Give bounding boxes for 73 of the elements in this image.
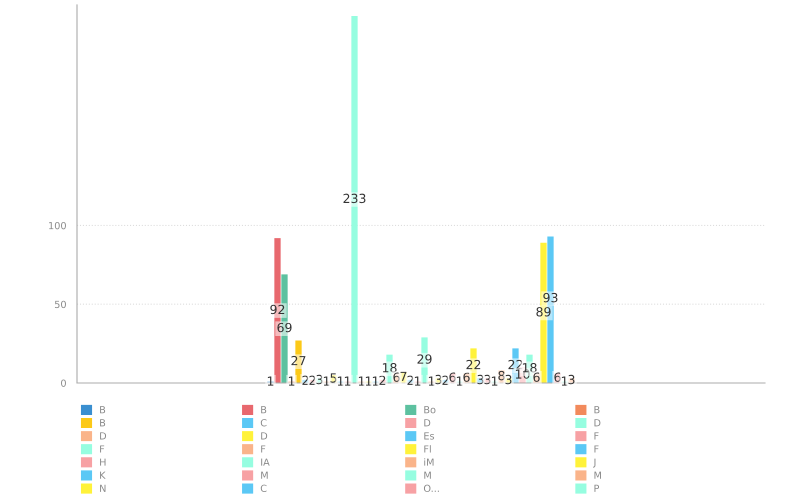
- data-label: 18: [382, 362, 397, 372]
- legend-label: D: [424, 419, 430, 426]
- data-label: 6: [463, 372, 470, 382]
- legend-label: D: [100, 432, 106, 440]
- data-label: 1: [562, 376, 568, 386]
- data-label: 29: [417, 354, 432, 364]
- legend-label: B: [594, 406, 600, 414]
- data-label: 22: [508, 360, 522, 370]
- data-label: 1: [338, 376, 344, 386]
- data-label: 3: [484, 374, 490, 384]
- legend-label: F: [261, 445, 266, 453]
- legend-label: iM: [424, 458, 434, 466]
- legend-label: P: [594, 484, 600, 492]
- data-label: 1: [492, 376, 498, 386]
- data-label: 3: [435, 374, 442, 384]
- data-label: 2: [302, 376, 308, 385]
- y-tick-label: 0: [61, 379, 66, 387]
- legend-label: F: [594, 432, 599, 440]
- data-label: 89: [536, 307, 551, 317]
- legend-label: Fl: [424, 445, 431, 453]
- data-label: 8: [498, 370, 505, 380]
- data-label: 6: [554, 372, 561, 382]
- data-label: 27: [291, 356, 306, 366]
- legend-label: H: [100, 458, 106, 466]
- data-label: 1: [358, 376, 364, 386]
- legend-label: C: [260, 484, 267, 492]
- legend-label: N: [100, 484, 106, 492]
- data-label: 1: [456, 376, 462, 386]
- legend-label: F: [594, 445, 599, 453]
- legend-label: M: [424, 472, 431, 479]
- data-label: 1: [428, 376, 434, 386]
- data-label: 69: [277, 322, 292, 332]
- data-label: 2: [442, 376, 448, 385]
- legend-label: D: [594, 419, 600, 426]
- data-label: 6: [393, 372, 400, 382]
- data-label: 3: [477, 374, 484, 384]
- data-label: 5: [330, 373, 336, 383]
- legend-label: Es: [424, 432, 434, 440]
- data-label: 3: [568, 374, 574, 384]
- legend-label: D: [261, 432, 268, 440]
- legend-label: M: [261, 472, 268, 479]
- data-label: 2: [309, 376, 316, 385]
- data-label: 1: [344, 376, 350, 386]
- data-label: 3: [505, 374, 512, 384]
- legend-label: C: [260, 419, 267, 426]
- data-label: 2: [379, 376, 386, 385]
- data-label: 93: [543, 292, 558, 302]
- legend-label: M: [594, 472, 601, 479]
- legend-label: B: [100, 419, 106, 426]
- legend-label: Bo: [424, 406, 436, 414]
- legend-label: O...: [424, 484, 439, 492]
- data-label: 1: [372, 376, 378, 386]
- legend-label: K: [100, 472, 106, 479]
- data-label: 1: [366, 376, 372, 386]
- legend-label: B: [100, 406, 106, 414]
- data-label: 233: [343, 194, 366, 204]
- data-label: 1: [414, 376, 420, 386]
- data-label: 3: [316, 374, 322, 384]
- data-label: 7: [400, 372, 406, 381]
- y-tick-label: 100: [49, 222, 66, 230]
- data-label: 92: [270, 304, 284, 314]
- data-label: 1: [288, 376, 294, 386]
- y-tick-label: 50: [54, 300, 66, 308]
- legend-label: B: [261, 406, 266, 414]
- data-label: 22: [466, 360, 480, 370]
- data-label: 1: [268, 376, 274, 386]
- data-label: 1: [324, 376, 330, 386]
- data-label: 6: [449, 372, 456, 382]
- legend-label: IA: [261, 458, 270, 466]
- legend-label: F: [100, 445, 104, 453]
- legend-label: J: [593, 458, 596, 468]
- data-label: 2: [407, 376, 414, 385]
- data-label: 6: [533, 372, 540, 382]
